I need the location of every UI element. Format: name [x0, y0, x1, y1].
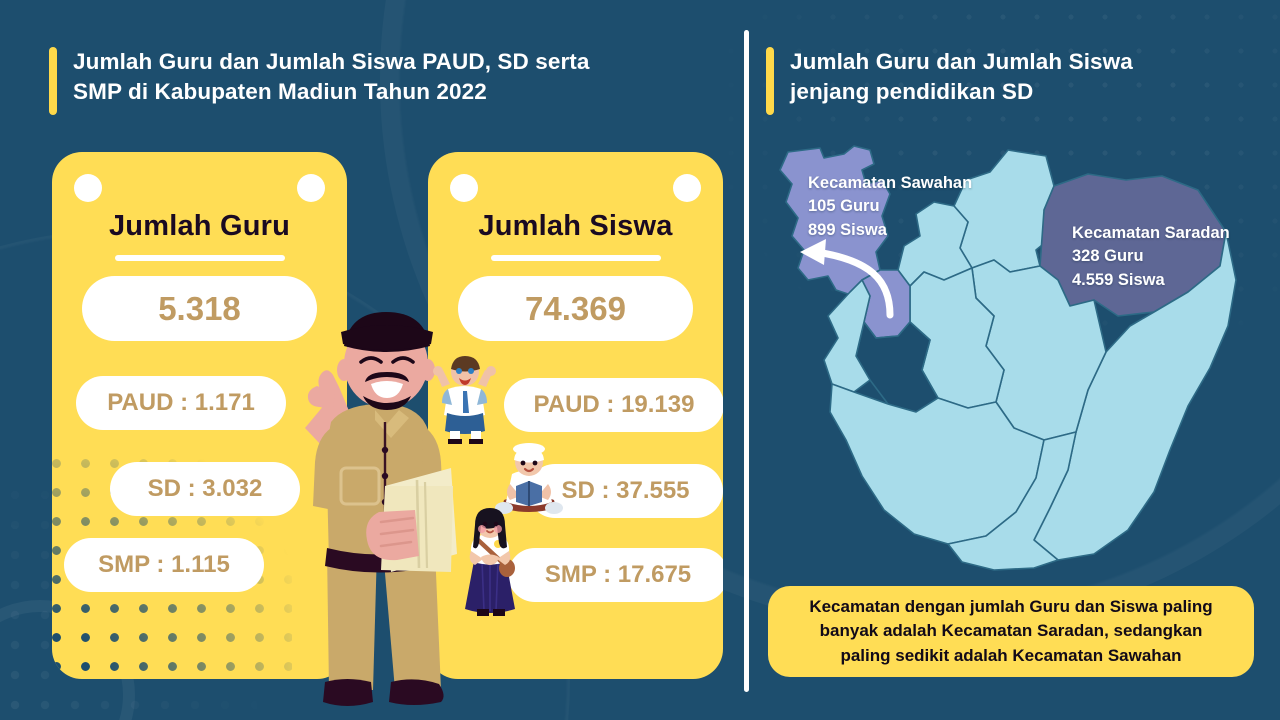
right-panel-title-text: Jumlah Guru dan Jumlah Siswa jenjang pen… — [790, 49, 1133, 104]
card-item-sd: SD : 3.032 — [110, 462, 300, 516]
panel-divider — [744, 30, 749, 692]
title-accent-bar — [766, 47, 774, 115]
student-boy-reading-quran-illustration — [495, 443, 563, 514]
map-district-base-south — [947, 431, 1077, 571]
punch-hole-right-icon — [673, 174, 701, 202]
left-panel-title: Jumlah Guru dan Jumlah Siswa PAUD, SD se… — [49, 47, 709, 115]
map-label-saradan-district: Kecamatan Saradan — [1072, 224, 1230, 242]
punch-hole-left-icon — [450, 174, 478, 202]
map-district-base-west — [823, 279, 871, 393]
left-panel-title-text: Jumlah Guru dan Jumlah Siswa PAUD, SD se… — [73, 49, 590, 104]
card-item-paud: PAUD : 1.171 — [76, 376, 286, 430]
summary-note: Kecamatan dengan jumlah Guru dan Siswa p… — [768, 586, 1254, 677]
map-label-sawahan: Kecamatan Sawahan 105 Guru 899 Siswa — [808, 172, 972, 242]
right-panel-title: Jumlah Guru dan Jumlah Siswa jenjang pen… — [766, 47, 1236, 115]
card-heading-rule — [490, 255, 661, 261]
map-callout-arrow-icon — [800, 239, 894, 319]
map-label-sawahan-district: Kecamatan Sawahan — [808, 174, 973, 192]
map-label-saradan-students: 4.559 Siswa — [1072, 270, 1165, 289]
map-label-sawahan-teachers: 105 Guru — [808, 197, 880, 216]
stat-card-jumlah-guru: Jumlah Guru 5.318 PAUD : 1.171 SD : 3.03… — [52, 152, 347, 679]
student-girl-with-bag-illustration — [465, 508, 515, 616]
card-item-smp: SMP : 17.675 — [508, 548, 723, 602]
card-item-paud: PAUD : 19.139 — [504, 378, 723, 432]
card-heading: Jumlah Siswa — [478, 210, 673, 242]
map-label-sawahan-students: 899 Siswa — [808, 220, 887, 239]
title-accent-bar — [49, 47, 57, 115]
punch-hole-left-icon — [74, 174, 102, 202]
card-item-smp: SMP : 1.115 — [64, 538, 264, 592]
card-heading-rule — [114, 255, 285, 261]
teacher-illustration — [305, 312, 457, 706]
card-heading: Jumlah Guru — [108, 210, 291, 242]
map-district-sawahan-inset — [779, 145, 891, 297]
student-boy-cheering-illustration — [433, 356, 496, 444]
card-total-value: 5.318 — [82, 276, 317, 341]
punch-hole-right-icon — [297, 174, 325, 202]
card-total-value: 74.369 — [458, 276, 693, 341]
map-label-saradan-teachers: 328 Guru — [1072, 247, 1144, 266]
map-label-saradan: Kecamatan Saradan 328 Guru 4.559 Siswa — [1072, 222, 1230, 292]
kabupaten-madiun-map[interactable] — [758, 140, 1263, 575]
